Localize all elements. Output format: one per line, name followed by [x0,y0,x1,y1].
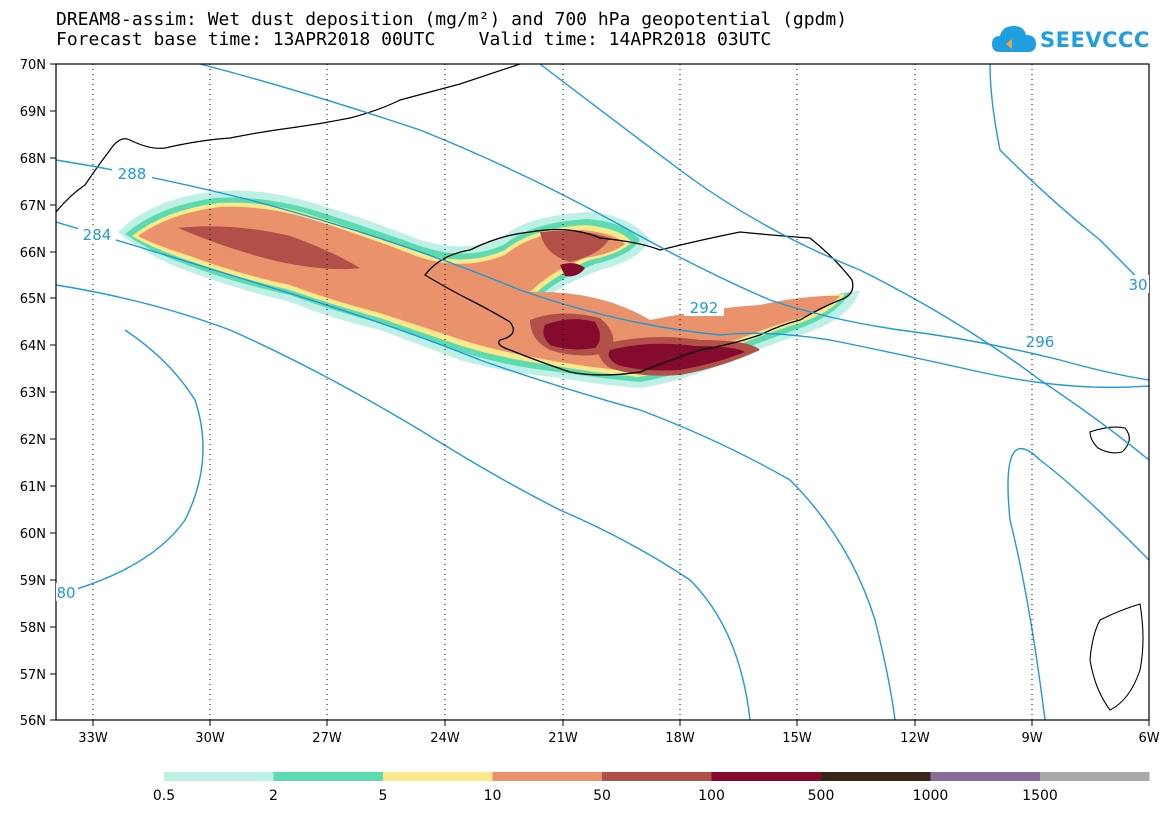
lat-label: 67N [20,199,46,214]
contour-label: 80 [56,584,75,602]
map-area [56,64,1149,720]
legend-swatch [492,772,602,781]
contour-label: 296 [1026,333,1055,351]
lat-label: 65N [20,292,46,307]
lat-label: 66N [20,246,46,261]
contour-label: 292 [690,299,719,317]
legend-swatch [273,772,383,781]
axis-ticks [50,63,1150,726]
lon-label: 30W [195,731,225,746]
lon-label: 12W [900,731,930,746]
lon-label: 18W [665,731,695,746]
lat-label: 56N [20,714,46,729]
color-legend: 0.5 2 5 10 50 100 500 1000 1500 [153,772,1150,804]
legend-swatch [383,772,493,781]
legend-swatch [711,772,821,781]
faroe-coastline [1089,426,1130,454]
lon-label: 9W [1021,731,1042,746]
scotland-coastline [1089,603,1144,711]
lat-label: 57N [20,668,46,683]
greenland-coastline [56,64,521,213]
lon-label: 27W [312,731,342,746]
legend-label: 2 [269,788,278,804]
seevccc-logo: SEEVCCC [990,22,1149,56]
lat-label: 60N [20,527,46,542]
longitude-labels: 33W 30W 27W 24W 21W 18W 15W 12W 9W 6W [78,731,1159,746]
lat-label: 58N [20,621,46,636]
legend-swatch [821,772,931,781]
lat-label: 62N [20,433,46,448]
legend-label: 0.5 [153,788,175,804]
lon-label: 6W [1138,731,1159,746]
contour-label: 284 [83,226,112,244]
legend-label: 1500 [1022,788,1058,804]
lat-label: 63N [20,386,46,401]
lon-label: 24W [430,731,460,746]
legend-label: 5 [379,788,388,804]
lon-label: 21W [548,731,578,746]
map-title: DREAM8-assim: Wet dust deposition (mg/m²… [56,9,848,30]
lat-label: 61N [20,480,46,495]
lat-label: 64N [20,339,46,354]
legend-swatch [1040,772,1150,781]
lat-label: 70N [20,58,46,73]
cloud-icon [992,26,1036,52]
lat-label: 69N [20,105,46,120]
contour-label: 288 [118,165,147,183]
lon-label: 15W [782,731,812,746]
legend-swatch [164,772,274,781]
legend-label: 500 [808,788,835,804]
iceland-coastline [424,228,854,376]
lon-label: 33W [78,731,108,746]
legend-swatch [930,772,1040,781]
geopotential-contours [56,64,1149,720]
latitude-labels: 70N 69N 68N 67N 66N 65N 64N 63N 62N 61N … [20,58,46,729]
dust-plume [118,190,860,388]
legend-swatch [602,772,712,781]
map-subtitle: Forecast base time: 13APR2018 00UTC Vali… [56,29,772,50]
lat-label: 68N [20,152,46,167]
legend-label: 10 [484,788,502,804]
contour-label: 30 [1128,276,1147,294]
lat-label: 59N [20,574,46,589]
contour-value-labels: 288 284 292 296 30 80 [56,165,1149,602]
legend-label: 50 [593,788,611,804]
logo-text: SEEVCCC [1040,28,1150,52]
legend-label: 100 [698,788,725,804]
legend-label: 1000 [913,788,949,804]
